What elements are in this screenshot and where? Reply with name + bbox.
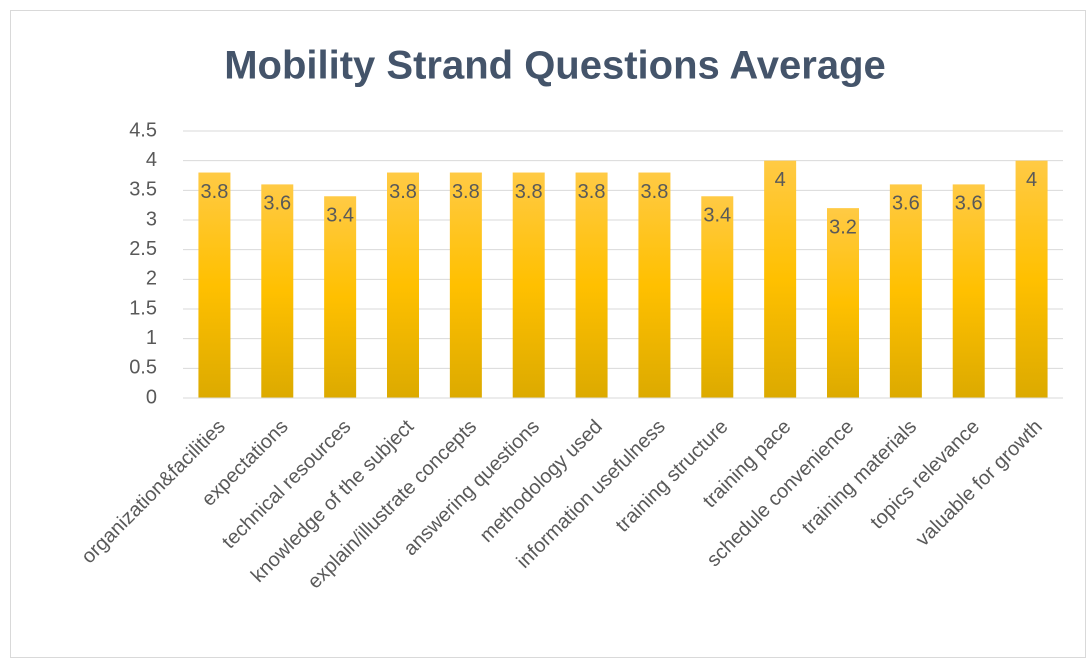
data-label: 3.6 bbox=[892, 193, 920, 215]
y-tick-label: 4.5 bbox=[129, 119, 157, 141]
bar bbox=[764, 160, 797, 398]
y-tick-label: 3.5 bbox=[129, 179, 157, 201]
bar bbox=[261, 184, 294, 398]
data-label: 4 bbox=[1026, 169, 1037, 191]
data-label: 3.2 bbox=[829, 216, 857, 238]
bar bbox=[1015, 160, 1048, 398]
chart-title: Mobility Strand Questions Average bbox=[224, 44, 886, 88]
data-label: 3.8 bbox=[515, 181, 543, 203]
data-label: 3.4 bbox=[326, 205, 354, 227]
y-tick-label: 0.5 bbox=[129, 357, 157, 379]
y-tick-label: 0 bbox=[146, 386, 157, 408]
bar bbox=[638, 172, 671, 398]
data-label: 3.6 bbox=[955, 193, 983, 215]
data-label: 3.8 bbox=[201, 181, 229, 203]
y-tick-label: 3 bbox=[146, 208, 157, 230]
chart-border bbox=[10, 10, 1086, 658]
bar bbox=[512, 172, 545, 398]
bar bbox=[701, 196, 734, 398]
bar bbox=[827, 208, 859, 398]
y-tick-label: 2 bbox=[146, 268, 157, 290]
bar bbox=[198, 172, 231, 398]
data-label: 3.6 bbox=[263, 193, 291, 215]
y-tick-label: 2.5 bbox=[129, 238, 157, 260]
data-label: 4 bbox=[775, 169, 786, 191]
bar bbox=[324, 196, 357, 398]
data-label: 3.8 bbox=[389, 181, 417, 203]
data-label: 3.8 bbox=[641, 181, 669, 203]
data-label: 3.8 bbox=[452, 181, 480, 203]
y-tick-label: 1 bbox=[146, 327, 157, 349]
y-tick-label: 1.5 bbox=[129, 297, 157, 319]
data-label: 3.4 bbox=[703, 205, 731, 227]
bar bbox=[387, 172, 419, 398]
y-tick-label: 4 bbox=[146, 149, 157, 171]
data-label: 3.8 bbox=[578, 181, 606, 203]
bar bbox=[575, 172, 608, 398]
bar bbox=[449, 172, 482, 398]
bar bbox=[889, 184, 922, 398]
bar bbox=[952, 184, 985, 398]
